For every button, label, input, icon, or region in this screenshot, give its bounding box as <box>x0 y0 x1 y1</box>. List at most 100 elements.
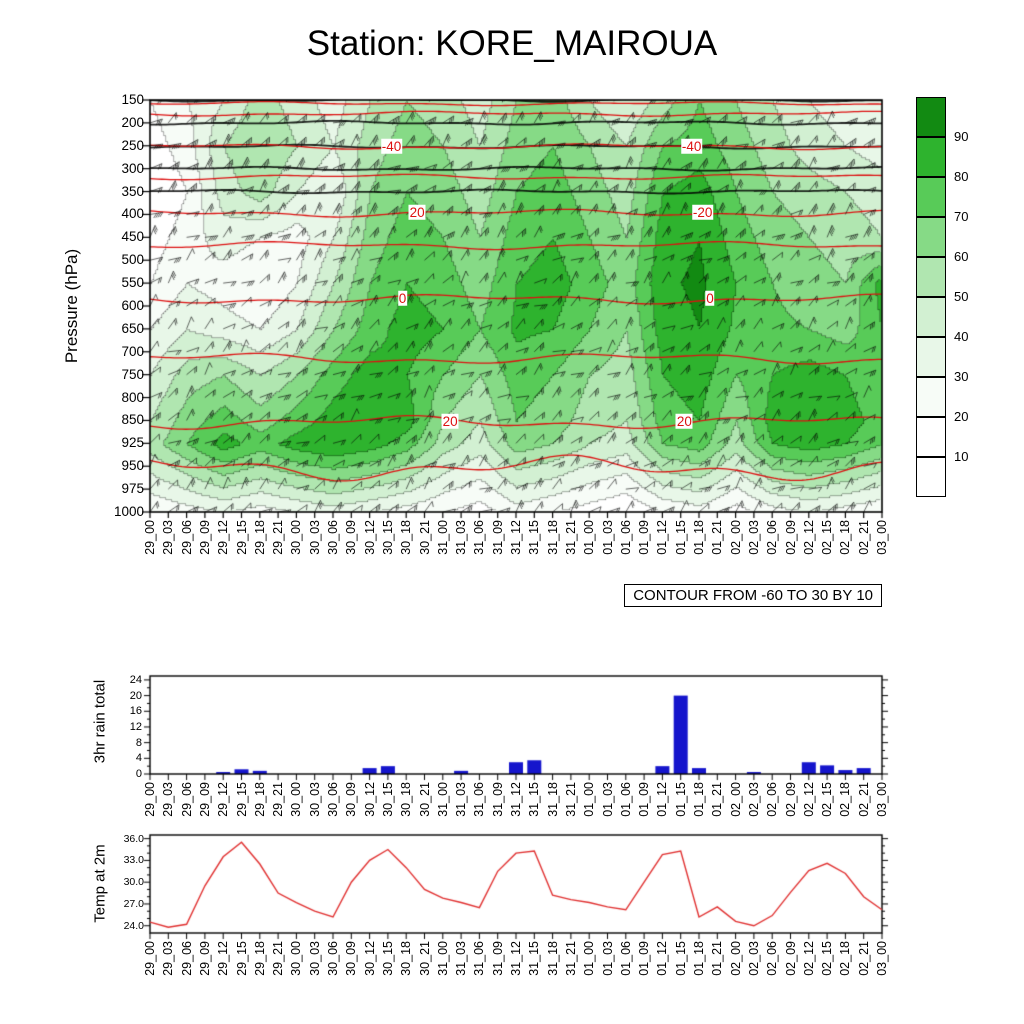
time-tick-label: 01_09 <box>637 782 652 817</box>
time-tick-label: 30_12 <box>362 782 377 817</box>
time-tick-label: 30_18 <box>399 941 414 976</box>
rain-tick-label: 4 <box>135 752 142 765</box>
pressure-tick-label: 950 <box>121 458 144 474</box>
time-tick-label: 01_21 <box>710 941 725 976</box>
temp-tick-label: 24.0 <box>123 919 144 932</box>
upper-air-panel-canvas <box>142 92 890 520</box>
time-tick-label: 02_12 <box>801 941 816 976</box>
time-tick-label: 31_21 <box>563 782 578 817</box>
time-tick-label: 29_21 <box>271 941 286 976</box>
time-tick-label: 30_09 <box>344 520 359 555</box>
pressure-tick-label: 200 <box>121 114 144 130</box>
time-tick-label: 31_09 <box>490 782 505 817</box>
temp-contour-label: -40 <box>680 138 703 154</box>
time-tick-label: 31_21 <box>563 520 578 555</box>
colorbar-label: 80 <box>954 169 969 184</box>
pressure-tick-label: 300 <box>121 160 144 176</box>
colorbar-box <box>916 457 946 497</box>
time-tick-label: 31_15 <box>527 520 542 555</box>
time-tick-label: 29_06 <box>179 782 194 817</box>
colorbar-box <box>916 97 946 137</box>
pressure-tick-label: 450 <box>121 229 144 245</box>
colorbar-label: 30 <box>954 369 969 384</box>
rain-tick-label: 0 <box>135 768 142 780</box>
time-tick-label: 02_21 <box>856 941 871 976</box>
pressure-tick-label: 150 <box>121 92 144 107</box>
time-tick-label: 31_12 <box>509 782 523 817</box>
temp-contour-label: -40 <box>380 138 403 154</box>
pressure-tick-label: 800 <box>121 389 144 405</box>
time-tick-label: 29_18 <box>252 782 267 817</box>
temp-contour-label: -20 <box>691 204 714 220</box>
time-tick-label: 01_21 <box>710 520 725 555</box>
page-title: Station: KORE_MAIROUA <box>306 24 718 63</box>
time-tick-label: 29_06 <box>179 941 194 976</box>
time-tick-label: 30_12 <box>362 520 377 555</box>
time-tick-label: 01_06 <box>618 941 633 976</box>
time-tick-label: 02_03 <box>746 941 761 976</box>
time-tick-label: 02_06 <box>765 520 780 555</box>
time-tick-label: 30_15 <box>380 520 395 555</box>
time-tick-label: 29_18 <box>252 941 267 976</box>
time-tick-label: 30_18 <box>399 520 414 555</box>
time-tick-label: 29_18 <box>252 520 267 555</box>
time-tick-label: 29_15 <box>234 941 249 976</box>
time-tick-label: 02_18 <box>838 520 853 555</box>
time-tick-label: 02_18 <box>838 782 853 817</box>
time-tick-label: 31_09 <box>490 941 505 976</box>
time-tick-label: 02_21 <box>856 782 871 817</box>
time-tick-label: 01_15 <box>673 520 688 555</box>
time-tick-label: 01_00 <box>582 941 597 976</box>
time-tick-label: 31_15 <box>527 782 542 817</box>
colorbar-box <box>916 337 946 377</box>
time-tick-label: 31_03 <box>454 520 469 555</box>
time-tick-label: 02_12 <box>801 520 816 555</box>
time-tick-label: 02_15 <box>820 941 835 976</box>
time-tick-label: 02_06 <box>765 941 780 976</box>
time-tick-label: 31_00 <box>435 520 450 555</box>
time-tick-label: 31_06 <box>472 941 487 976</box>
time-tick-label: 01_06 <box>618 520 633 555</box>
pressure-tick-label: 600 <box>121 298 144 313</box>
temp-tick-label: 36.0 <box>123 832 144 845</box>
time-tick-label: 29_15 <box>234 782 249 817</box>
temp-tick-label: 27.0 <box>123 897 144 910</box>
time-tick-label: 01_06 <box>618 782 633 817</box>
time-tick-label: 01_12 <box>655 941 670 976</box>
rain-tick-label: 12 <box>129 720 142 733</box>
time-tick-label: 31_12 <box>509 520 523 555</box>
temp-contour-label: 0 <box>397 290 408 306</box>
rain-tick-label: 16 <box>129 705 142 718</box>
time-tick-label: 02_15 <box>820 520 835 555</box>
time-tick-label: 02_09 <box>783 782 798 817</box>
time-tick-label: 01_00 <box>582 782 597 817</box>
time-tick-label: 31_06 <box>472 520 487 555</box>
contour-note: CONTOUR FROM -60 TO 30 BY 10 <box>624 584 882 607</box>
colorbar-label: 40 <box>954 329 969 344</box>
time-tick-label: 30_03 <box>307 782 322 817</box>
time-tick-label: 02_15 <box>820 782 835 817</box>
pressure-axis-label: Pressure (hPa) <box>62 248 81 364</box>
time-tick-label: 29_12 <box>216 782 231 817</box>
time-tick-label: 30_18 <box>399 782 414 817</box>
time-tick-label: 01_12 <box>655 520 670 555</box>
time-tick-label: 31_18 <box>545 520 560 555</box>
time-tick-label: 31_12 <box>509 941 523 976</box>
pressure-tick-label: 700 <box>121 343 144 359</box>
temp-tick-label: 30.0 <box>123 876 144 889</box>
colorbar-label: 20 <box>954 409 969 424</box>
time-tick-label: 01_09 <box>637 941 652 976</box>
time-tick-label: 29_00 <box>143 782 157 817</box>
time-tick-label: 31_03 <box>454 941 469 976</box>
colorbar-box <box>916 377 946 417</box>
temp-contour-label: 20 <box>408 204 426 220</box>
temp-contour-label: 0 <box>705 290 715 306</box>
rain-panel-canvas <box>142 670 890 782</box>
time-tick-label: 30_21 <box>417 941 432 976</box>
time-tick-label: 02_00 <box>728 782 743 817</box>
time-tick-label: 30_09 <box>344 782 359 817</box>
time-tick-label: 01_15 <box>673 941 688 976</box>
pressure-tick-label: 550 <box>121 275 144 291</box>
time-tick-label: 29_00 <box>143 520 157 555</box>
